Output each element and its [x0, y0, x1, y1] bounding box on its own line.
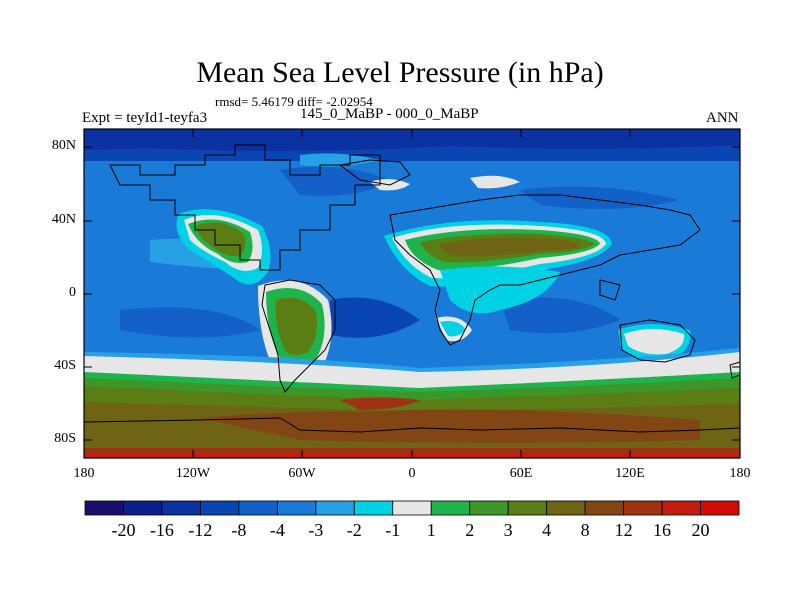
colorbar-swatch — [661, 500, 701, 516]
colorbar-swatch — [584, 500, 624, 516]
colorbar-label: 8 — [580, 520, 590, 540]
colorbar-label: -12 — [188, 520, 213, 540]
colorbar-swatch — [546, 500, 586, 516]
colorbar-label: 2 — [465, 520, 475, 540]
south-america-anomaly — [258, 280, 332, 384]
colorbar-swatch — [507, 500, 548, 516]
colorbar-label: 1 — [426, 520, 436, 540]
colorbar-swatch — [84, 500, 124, 516]
colorbar-label: -3 — [308, 520, 324, 540]
lat-tick-label: 40N — [51, 212, 76, 227]
subtitle-label: 145_0_MaBP - 000_0_MaBP — [300, 106, 479, 122]
southern-belt-anomaly — [84, 348, 740, 458]
colorbar-swatch — [469, 500, 509, 516]
lon-tick-label: 60E — [509, 466, 533, 481]
colorbar-swatch — [392, 500, 432, 516]
colorbar-swatch — [430, 500, 471, 516]
colorbar-swatch — [315, 500, 355, 516]
colorbar-label: -1 — [385, 520, 401, 540]
lat-tick-label: 80S — [54, 431, 76, 446]
stats-text: rmsd= 5.46179 diff= -2.02954 — [215, 94, 373, 109]
colorbar-swatch — [123, 500, 163, 516]
colorbar — [84, 500, 740, 516]
colorbar-label: 20 — [691, 520, 710, 540]
colorbar-label: 12 — [614, 520, 633, 540]
experiment-label: Expt = teyId1-teyfa3 — [82, 110, 208, 126]
chart-title: Mean Sea Level Pressure (in hPa) — [196, 56, 604, 89]
colorbar-swatch — [276, 500, 317, 516]
colorbar-label: 3 — [503, 520, 513, 540]
australia-anomaly — [618, 324, 691, 361]
axis-ticks — [84, 129, 740, 458]
colorbar-label: -8 — [231, 520, 247, 540]
lat-tick-label: 80N — [51, 138, 76, 153]
colorbar-swatch — [353, 500, 394, 516]
colorbar-label: -16 — [149, 520, 174, 540]
colorbar-label: -20 — [111, 520, 136, 540]
colorbar-label: 16 — [653, 520, 672, 540]
season-label: ANN — [706, 110, 739, 126]
lon-tick-label: 120W — [175, 466, 211, 481]
coastline-outlines — [84, 144, 740, 433]
lon-tick-label: 180 — [73, 466, 95, 481]
colorbar-swatch — [623, 500, 663, 516]
lat-tick-label: 40S — [54, 358, 76, 373]
colorbar-label: -4 — [269, 520, 285, 540]
pressure-field — [84, 129, 740, 458]
colorbar-swatch — [238, 500, 278, 516]
colorbar-swatch — [700, 500, 740, 516]
colorbar-label: 4 — [542, 520, 552, 540]
colorbar-swatch — [200, 500, 240, 516]
lat-tick-label: 0 — [69, 285, 76, 300]
lon-tick-label: 180 — [729, 466, 751, 481]
colorbar-swatch — [161, 500, 201, 516]
lon-tick-label: 120E — [615, 466, 645, 481]
lon-tick-label: 60W — [288, 466, 316, 481]
colorbar-label: -2 — [346, 520, 362, 540]
lon-tick-label: 0 — [408, 466, 416, 481]
